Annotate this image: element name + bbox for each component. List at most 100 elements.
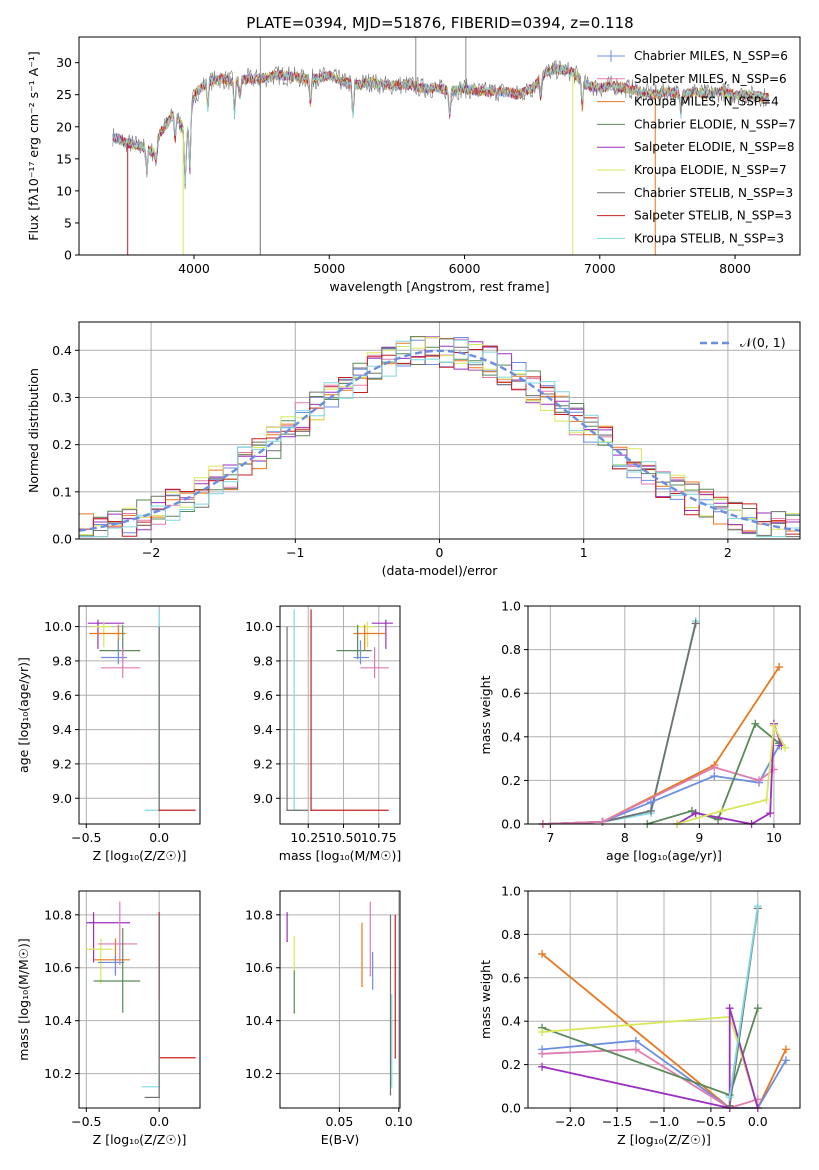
weight_vs_age-xtick-label: 10 — [766, 830, 782, 845]
age_vs_mass-xtick-label: 10.50 — [326, 830, 362, 845]
histogram-chabrier-stelib — [79, 338, 800, 538]
age_vs_Z-point — [121, 666, 124, 669]
mass_vs_ebv-point — [361, 985, 363, 988]
weight_vs_Z-point — [781, 1056, 790, 1065]
weight_vs_Z-xlabel: Z [log₁₀(Z/Z☉)] — [617, 1132, 711, 1147]
weight_vs_age-series-chabrier-miles — [542, 745, 780, 825]
mass_vs_ebv-point — [371, 988, 374, 990]
mass_vs_ebv-xtick-label: 0.10 — [385, 1114, 413, 1129]
weight_vs_Z-point — [538, 1049, 547, 1058]
weight_vs_age-ytick-label: 0.6 — [501, 686, 521, 701]
weight_vs_age-xtick-label: 9 — [695, 830, 703, 845]
mass_vs_Z-ytick-label: 10.4 — [44, 1013, 72, 1028]
residuals-ytick-label: 0.3 — [52, 390, 72, 405]
weight_vs_Z-point — [631, 1036, 640, 1045]
residuals-panel: −2 −1 0 1 2 0.0 0.1 0.2 0.3 0.4 (data-model)/error… — [26, 321, 801, 578]
weight_vs_Z-point — [725, 1093, 734, 1102]
weight_vs_age-point — [598, 817, 607, 826]
weight_vs_Z-ytick-label: 0.2 — [501, 1057, 521, 1072]
age_vs_mass-ytick-label: 9.4 — [253, 722, 273, 737]
age_vs_mass-panel: 10.25 10.50 10.75 9.0 9.2 9.4 9.6 9.8 10.0 mass [… — [245, 605, 401, 863]
weight_vs_age-series-chabrier-elodie — [646, 722, 780, 825]
weight_vs_age-point — [775, 663, 784, 672]
mass_vs_Z-ytick-label: 10.8 — [44, 907, 72, 922]
mass_vs_ebv-ytick-label: 10.8 — [245, 907, 273, 922]
legend-label-salpeter-miles: Salpeter MILES, N_SSP=6 — [634, 72, 787, 86]
spectrum-xtick-label: 8000 — [719, 261, 751, 276]
spectrum-xtick-label: 6000 — [449, 261, 481, 276]
weight_vs_age-point — [691, 619, 700, 628]
mass_vs_Z-xtick-label: −0.5 — [71, 1114, 101, 1129]
age_vs_mass-xtick-label: 10.75 — [361, 830, 397, 845]
weight_vs_age-panel: 7 8 9 10 0.0 0.2 0.4 0.6 0.8 1.0 age [log₁₀(age/yr… — [478, 599, 801, 863]
age_vs_mass-point — [366, 625, 369, 628]
age_vs_mass-ytick-label: 10.0 — [245, 619, 273, 634]
weight_vs_Z-ylabel: mass weight — [478, 960, 493, 1039]
mass_vs_ebv-point — [286, 940, 288, 943]
mass_vs_Z-ytick-label: 10.2 — [44, 1066, 72, 1081]
age_vs_Z-point — [97, 622, 99, 624]
age_vs_Z-point — [117, 656, 120, 659]
age_vs_mass-point — [363, 632, 366, 635]
residuals-ytick-label: 0.2 — [52, 437, 72, 452]
weight_vs_Z-point — [725, 1004, 734, 1013]
weight_vs_Z-point — [753, 1004, 762, 1013]
spectrum-ytick-label: 20 — [56, 119, 72, 134]
mass_vs_ebv-panel: 0.05 0.10 10.2 10.4 10.6 10.8 E(B-V) — [245, 890, 413, 1147]
weight_vs_age-ytick-label: 1.0 — [501, 599, 521, 614]
weight_vs_age-ytick-label: 0.4 — [501, 729, 521, 744]
weight_vs_age-point — [710, 763, 719, 772]
age_vs_Z-point — [158, 809, 160, 812]
weight_vs_age-point — [769, 721, 778, 730]
weight_vs_age-point — [766, 809, 775, 818]
residuals-xtick-label: −1 — [286, 545, 304, 560]
mass_vs_Z-point — [158, 1096, 160, 1099]
mass_vs_ebv-ytick-label: 10.2 — [245, 1066, 273, 1081]
weight_vs_age-point — [755, 776, 764, 785]
spectrum-series-kroupa-stelib — [112, 64, 769, 184]
legend-label-kroupa-miles: Kroupa MILES, N_SSP=4 — [634, 95, 779, 109]
weight_vs_Z-ytick-label: 1.0 — [501, 884, 521, 899]
weight_vs_age-point — [717, 806, 726, 815]
weight_vs_age-xtick-label: 8 — [621, 830, 629, 845]
residuals-ytick-label: 0.0 — [52, 532, 72, 547]
age_vs_Z-xtick-label: −0.5 — [71, 830, 101, 845]
weight_vs_age-point — [710, 772, 719, 781]
weight_vs_Z-ytick-label: 0.0 — [501, 1101, 521, 1116]
spectrum-xtick-label: 7000 — [584, 261, 616, 276]
age_vs_mass-ytick-label: 9.0 — [253, 791, 273, 806]
age_vs_mass-frame — [279, 605, 401, 825]
residuals-xtick-label: 0 — [436, 545, 444, 560]
age_vs_Z-ylabel: age [log₁₀(age/yr)] — [16, 657, 31, 773]
mass_vs_Z-panel: −0.5 0.0 10.2 10.4 10.6 10.8 Z [log₁₀(Z/Z☉)] ma… — [16, 890, 201, 1147]
spectrum-panel: 4000 5000 6000 7000 8000 0 5 10 15 20 25 30 waveleng… — [26, 36, 801, 294]
weight_vs_Z-ytick-label: 0.6 — [501, 970, 521, 985]
weight_vs_age-ytick-label: 0.2 — [501, 773, 521, 788]
spectrum-frame — [78, 36, 801, 256]
legend-label-salpeter-elodie: Salpeter ELODIE, N_SSP=8 — [634, 140, 795, 154]
weight_vs_Z-point — [538, 1062, 547, 1071]
age_vs_mass-point — [359, 656, 362, 659]
histogram-kroupa-stelib — [79, 339, 800, 538]
weight_vs_age-point — [646, 806, 655, 815]
weight_vs_Z-series-salpeter-miles — [542, 1048, 759, 1109]
mass_vs_ebv-point — [390, 1086, 393, 1088]
mass_vs_Z-point — [114, 961, 117, 964]
spectrum-ytick-label: 25 — [56, 87, 72, 102]
age_vs_Z-ytick-label: 9.4 — [52, 722, 72, 737]
weight_vs_age-xtick-label: 7 — [546, 830, 554, 845]
age_vs_Z-point — [102, 625, 105, 628]
weight_vs_Z-point — [631, 1045, 640, 1054]
spectrum-ytick-label: 0 — [64, 248, 72, 263]
spectrum-xtick-label: 4000 — [178, 261, 210, 276]
mass_vs_Z-point — [119, 943, 121, 945]
mass_vs_Z-xlabel: Z [log₁₀(Z/Z☉)] — [93, 1132, 187, 1147]
weight_vs_Z-xtick-label: −2.0 — [555, 1114, 585, 1129]
age_vs_mass-ytick-label: 9.2 — [253, 756, 273, 771]
weight_vs_Z-xtick-label: 0.0 — [748, 1114, 768, 1129]
spectrum-ytick-label: 5 — [64, 215, 72, 230]
weight_vs_Z-ytick-label: 0.8 — [501, 927, 521, 942]
age_vs_Z-point — [117, 632, 120, 635]
mass_vs_ebv-frame — [279, 890, 401, 1109]
legend-label-kroupa-elodie: Kroupa ELODIE, N_SSP=7 — [634, 163, 787, 177]
